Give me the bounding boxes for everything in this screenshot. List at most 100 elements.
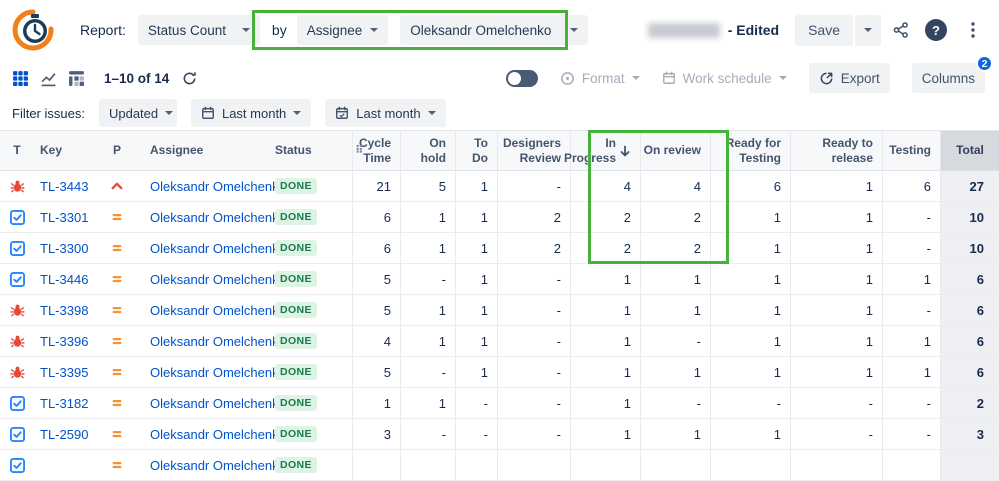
chart-icon bbox=[41, 72, 56, 86]
assignee-link[interactable]: Oleksandr Omelchenko bbox=[150, 302, 286, 318]
assignee-link[interactable]: Oleksandr Omelchenko bbox=[150, 240, 286, 256]
status-badge: DONE bbox=[275, 333, 317, 349]
col-header-type[interactable]: T bbox=[13, 143, 21, 158]
table-view-button[interactable] bbox=[12, 70, 29, 87]
status-badge: DONE bbox=[275, 271, 317, 287]
edited-label: - Edited bbox=[727, 22, 780, 38]
issue-key-link[interactable]: TL-3300 bbox=[40, 240, 89, 256]
format-icon bbox=[561, 71, 574, 85]
chevron-down-icon bbox=[241, 28, 250, 32]
col-header-total[interactable]: Total bbox=[940, 131, 999, 170]
status-badge: DONE bbox=[275, 240, 317, 256]
table-row: TL-3395 Oleksandr Omelchenko DONE 5 - 1 … bbox=[0, 357, 999, 388]
cell-on-hold: 1 bbox=[400, 388, 455, 418]
cell-ready-to-release: 1 bbox=[790, 202, 882, 232]
table-row: TL-3446 Oleksandr Omelchenko DONE 5 - 1 … bbox=[0, 264, 999, 295]
help-button[interactable] bbox=[925, 19, 947, 41]
save-options-button[interactable] bbox=[855, 14, 881, 46]
col-header-ready-to-release[interactable]: Ready to release bbox=[790, 131, 882, 170]
assignee-link[interactable]: Oleksandr Omelchenko bbox=[150, 426, 286, 442]
task-icon bbox=[9, 457, 25, 473]
date-range-dropdown-1[interactable]: Last month bbox=[190, 99, 312, 127]
chart-view-button[interactable] bbox=[40, 70, 57, 87]
col-header-cycle-time[interactable]: Cycle Time bbox=[352, 131, 400, 170]
save-button[interactable]: Save bbox=[795, 14, 853, 46]
issue-type-cell bbox=[0, 357, 34, 387]
cell-in-progress: 1 bbox=[570, 357, 640, 387]
col-header-key[interactable]: Key bbox=[40, 143, 63, 158]
filter-bar: Filter issues: Updated Last month Last m… bbox=[0, 96, 999, 130]
assignee-link[interactable]: Oleksandr Omelchenko bbox=[150, 209, 286, 225]
filter-field-dropdown[interactable]: Updated bbox=[98, 99, 177, 127]
issue-key-link[interactable]: TL-3446 bbox=[40, 271, 89, 287]
issue-key-link[interactable]: TL-2590 bbox=[40, 426, 89, 442]
cell-testing: 1 bbox=[882, 357, 940, 387]
cell-in-progress: 2 bbox=[570, 233, 640, 263]
issue-key-link[interactable]: TL-3301 bbox=[40, 209, 89, 225]
calendar-check-icon bbox=[336, 106, 349, 119]
col-header-status[interactable]: Status bbox=[275, 143, 312, 158]
priority-cell bbox=[100, 264, 134, 294]
assignee-link[interactable]: Oleksandr Omelchenko bbox=[150, 178, 286, 194]
refresh-icon bbox=[183, 71, 196, 84]
cell-ready-to-release: 1 bbox=[790, 326, 882, 356]
assignee-link[interactable]: Oleksandr Omelchenko bbox=[150, 364, 286, 380]
priority-cell bbox=[100, 202, 134, 232]
assignee-link[interactable]: Oleksandr Omelchenko bbox=[150, 271, 286, 287]
table-row: TL-3300 Oleksandr Omelchenko DONE 6 1 1 … bbox=[0, 233, 999, 264]
cell-ready-for-testing: 1 bbox=[710, 264, 790, 294]
assignee-link[interactable]: Oleksandr Omelchenko bbox=[150, 333, 286, 349]
col-header-ready-for-testing[interactable]: Ready for Testing bbox=[710, 131, 790, 170]
date-range-dropdown-2[interactable]: Last month bbox=[325, 99, 446, 127]
save-button-label: Save bbox=[808, 22, 840, 38]
issue-type-cell bbox=[0, 295, 34, 325]
col-header-priority[interactable]: P bbox=[112, 143, 121, 158]
col-header-on-review[interactable]: On review bbox=[640, 131, 710, 170]
drag-handle-icon[interactable] bbox=[355, 144, 364, 157]
issue-key-link[interactable]: TL-3443 bbox=[40, 178, 89, 194]
chevron-down-icon bbox=[165, 111, 174, 115]
cell-cycle-time: 6 bbox=[352, 202, 400, 232]
assignee-filter-dropdown[interactable]: Oleksandr Omelchenko bbox=[400, 15, 589, 45]
toggle-knob bbox=[507, 71, 521, 85]
cell-designers-review: 2 bbox=[497, 233, 570, 263]
cell-on-review: 1 bbox=[640, 295, 710, 325]
work-schedule-dropdown[interactable]: Work schedule bbox=[662, 71, 787, 86]
cell-designers-review: - bbox=[497, 388, 570, 418]
col-header-on-hold[interactable]: On hold bbox=[400, 131, 455, 170]
cell-cycle-time bbox=[352, 450, 400, 480]
app-logo bbox=[10, 7, 56, 53]
col-header-testing[interactable]: Testing bbox=[882, 131, 940, 170]
table-row: TL-3182 Oleksandr Omelchenko DONE 1 1 - … bbox=[0, 388, 999, 419]
issue-key-link[interactable]: TL-3396 bbox=[40, 333, 89, 349]
issue-key-link[interactable]: TL-3395 bbox=[40, 364, 89, 380]
export-button[interactable]: Export bbox=[808, 63, 890, 93]
issue-key-link[interactable]: TL-3182 bbox=[40, 395, 89, 411]
table-row: TL-3443 Oleksandr Omelchenko DONE 21 5 1… bbox=[0, 171, 999, 202]
top-bar: Report: Status Count by Assignee Oleksan… bbox=[0, 0, 999, 60]
col-header-assignee[interactable]: Assignee bbox=[150, 143, 204, 158]
col-header-in-progress[interactable]: In Progress bbox=[564, 131, 640, 170]
cell-to-do: - bbox=[455, 419, 497, 449]
cell-designers-review bbox=[497, 450, 570, 480]
group-by-dropdown[interactable]: Assignee bbox=[296, 15, 389, 45]
share-button[interactable] bbox=[887, 16, 915, 44]
chevron-down-icon bbox=[427, 111, 436, 115]
col-header-to-do[interactable]: To Do bbox=[455, 131, 497, 170]
cell-on-review: 1 bbox=[640, 264, 710, 294]
assignee-link[interactable]: Oleksandr Omelchenko bbox=[150, 395, 286, 411]
report-type-dropdown[interactable]: Status Count bbox=[137, 15, 260, 45]
col-header-designers-review[interactable]: Designers Review bbox=[497, 131, 570, 170]
cell-on-review: 2 bbox=[640, 202, 710, 232]
pivot-view-button[interactable] bbox=[68, 70, 85, 87]
issue-key-link[interactable]: TL-3398 bbox=[40, 302, 89, 318]
cell-cycle-time: 5 bbox=[352, 357, 400, 387]
more-menu-button[interactable] bbox=[959, 16, 987, 44]
table-row: TL-2590 Oleksandr Omelchenko DONE 3 - - … bbox=[0, 419, 999, 450]
filter-issues-label: Filter issues: bbox=[12, 105, 85, 121]
toggle-switch[interactable] bbox=[505, 69, 538, 87]
priority-medium-icon bbox=[112, 213, 122, 221]
refresh-button[interactable] bbox=[175, 64, 203, 92]
format-dropdown[interactable]: Format bbox=[560, 71, 640, 86]
columns-button[interactable]: Columns 2 bbox=[911, 55, 993, 93]
